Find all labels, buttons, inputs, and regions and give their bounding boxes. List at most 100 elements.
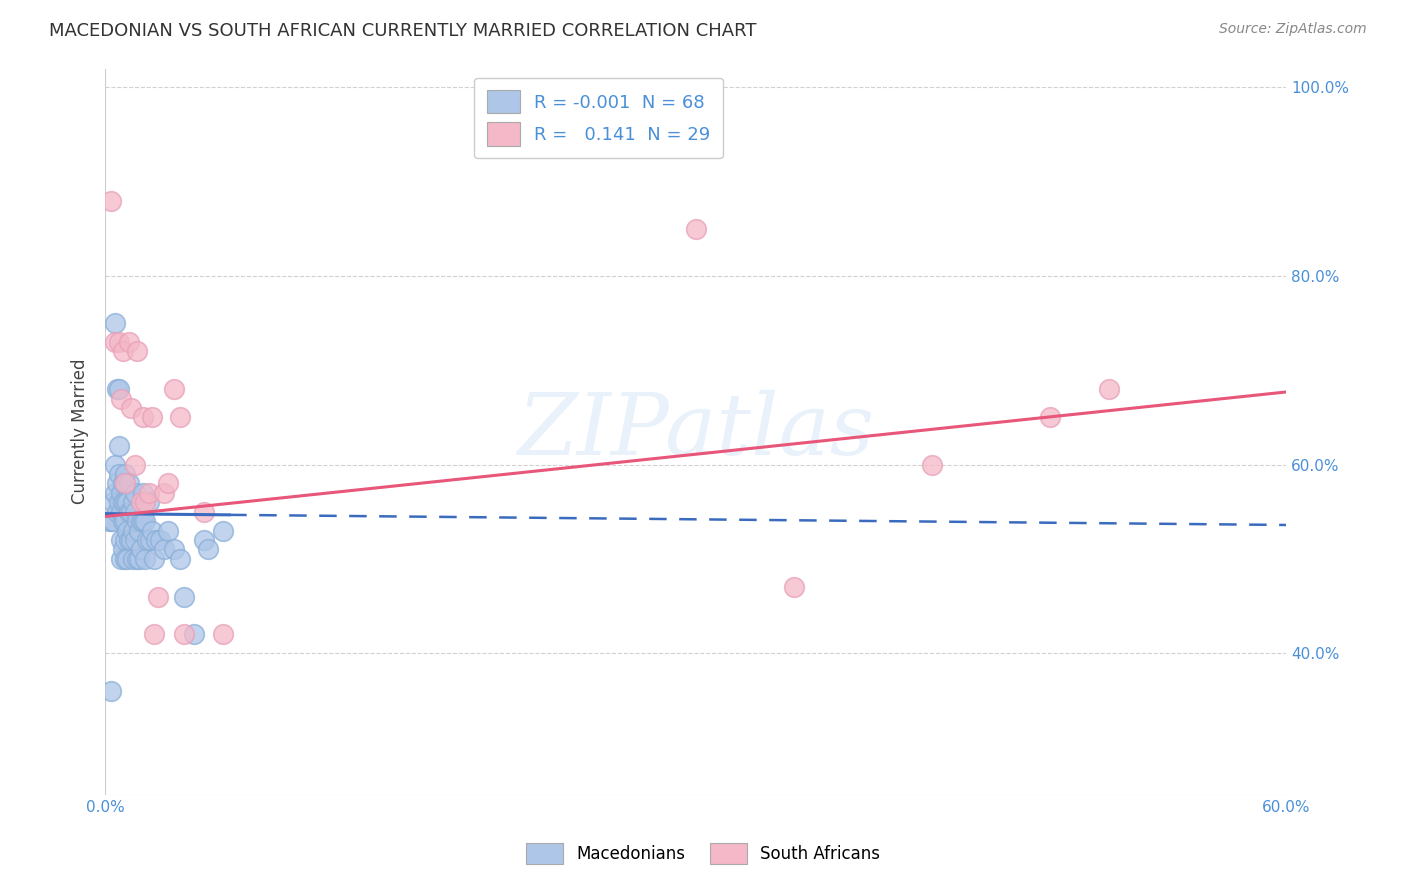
Point	[139, 533, 162, 547]
Point	[121, 495, 143, 509]
Point	[100, 194, 122, 208]
Point	[125, 552, 148, 566]
Point	[120, 505, 142, 519]
Point	[141, 410, 163, 425]
Point	[143, 552, 166, 566]
Point	[105, 505, 128, 519]
Point	[114, 495, 136, 509]
Point	[115, 552, 138, 566]
Point	[98, 514, 121, 528]
Text: Source: ZipAtlas.com: Source: ZipAtlas.com	[1219, 22, 1367, 37]
Point	[101, 495, 124, 509]
Y-axis label: Currently Married: Currently Married	[72, 359, 89, 504]
Point	[129, 514, 152, 528]
Point	[110, 505, 132, 519]
Point	[783, 580, 806, 594]
Point	[125, 344, 148, 359]
Point	[138, 486, 160, 500]
Point	[114, 552, 136, 566]
Point	[104, 316, 127, 330]
Point	[138, 495, 160, 509]
Point	[114, 476, 136, 491]
Point	[1039, 410, 1062, 425]
Point	[153, 542, 176, 557]
Point	[169, 552, 191, 566]
Point	[157, 476, 180, 491]
Point	[129, 495, 152, 509]
Point	[685, 222, 707, 236]
Point	[129, 542, 152, 557]
Point	[100, 514, 122, 528]
Point	[134, 514, 156, 528]
Point	[104, 486, 127, 500]
Point	[131, 514, 153, 528]
Point	[108, 334, 131, 349]
Point	[141, 524, 163, 538]
Point	[114, 514, 136, 528]
Point	[183, 627, 205, 641]
Point	[193, 533, 215, 547]
Point	[134, 495, 156, 509]
Point	[135, 533, 157, 547]
Point	[108, 382, 131, 396]
Text: MACEDONIAN VS SOUTH AFRICAN CURRENTLY MARRIED CORRELATION CHART: MACEDONIAN VS SOUTH AFRICAN CURRENTLY MA…	[49, 22, 756, 40]
Point	[110, 533, 132, 547]
Point	[124, 486, 146, 500]
Point	[101, 514, 124, 528]
Point	[153, 486, 176, 500]
Point	[212, 627, 235, 641]
Point	[111, 344, 134, 359]
Point	[111, 476, 134, 491]
Point	[921, 458, 943, 472]
Point	[124, 458, 146, 472]
Point	[163, 382, 186, 396]
Point	[121, 524, 143, 538]
Point	[115, 524, 138, 538]
Point	[108, 495, 131, 509]
Point	[145, 533, 167, 547]
Point	[169, 410, 191, 425]
Point	[197, 542, 219, 557]
Point	[110, 392, 132, 406]
Point	[173, 627, 195, 641]
Point	[118, 334, 141, 349]
Point	[131, 410, 153, 425]
Point	[134, 552, 156, 566]
Point	[120, 401, 142, 415]
Point	[105, 476, 128, 491]
Point	[124, 505, 146, 519]
Point	[1098, 382, 1121, 396]
Point	[108, 467, 131, 481]
Point	[110, 486, 132, 500]
Point	[118, 476, 141, 491]
Point	[163, 542, 186, 557]
Point	[108, 439, 131, 453]
Point	[143, 627, 166, 641]
Legend: Macedonians, South Africans: Macedonians, South Africans	[519, 837, 887, 871]
Point	[128, 524, 150, 538]
Point	[104, 334, 127, 349]
Point	[114, 533, 136, 547]
Point	[157, 524, 180, 538]
Point	[125, 514, 148, 528]
Point	[110, 552, 132, 566]
Point	[111, 495, 134, 509]
Legend: R = -0.001  N = 68, R =   0.141  N = 29: R = -0.001 N = 68, R = 0.141 N = 29	[474, 78, 723, 158]
Point	[105, 382, 128, 396]
Point	[111, 514, 134, 528]
Point	[148, 590, 170, 604]
Point	[212, 524, 235, 538]
Point	[128, 552, 150, 566]
Point	[118, 533, 141, 547]
Point	[111, 542, 134, 557]
Point	[104, 458, 127, 472]
Point	[131, 486, 153, 500]
Point	[149, 533, 172, 547]
Point	[124, 533, 146, 547]
Point	[173, 590, 195, 604]
Point	[115, 495, 138, 509]
Point	[193, 505, 215, 519]
Point	[120, 533, 142, 547]
Text: ZIPatlas: ZIPatlas	[517, 391, 875, 473]
Point	[121, 552, 143, 566]
